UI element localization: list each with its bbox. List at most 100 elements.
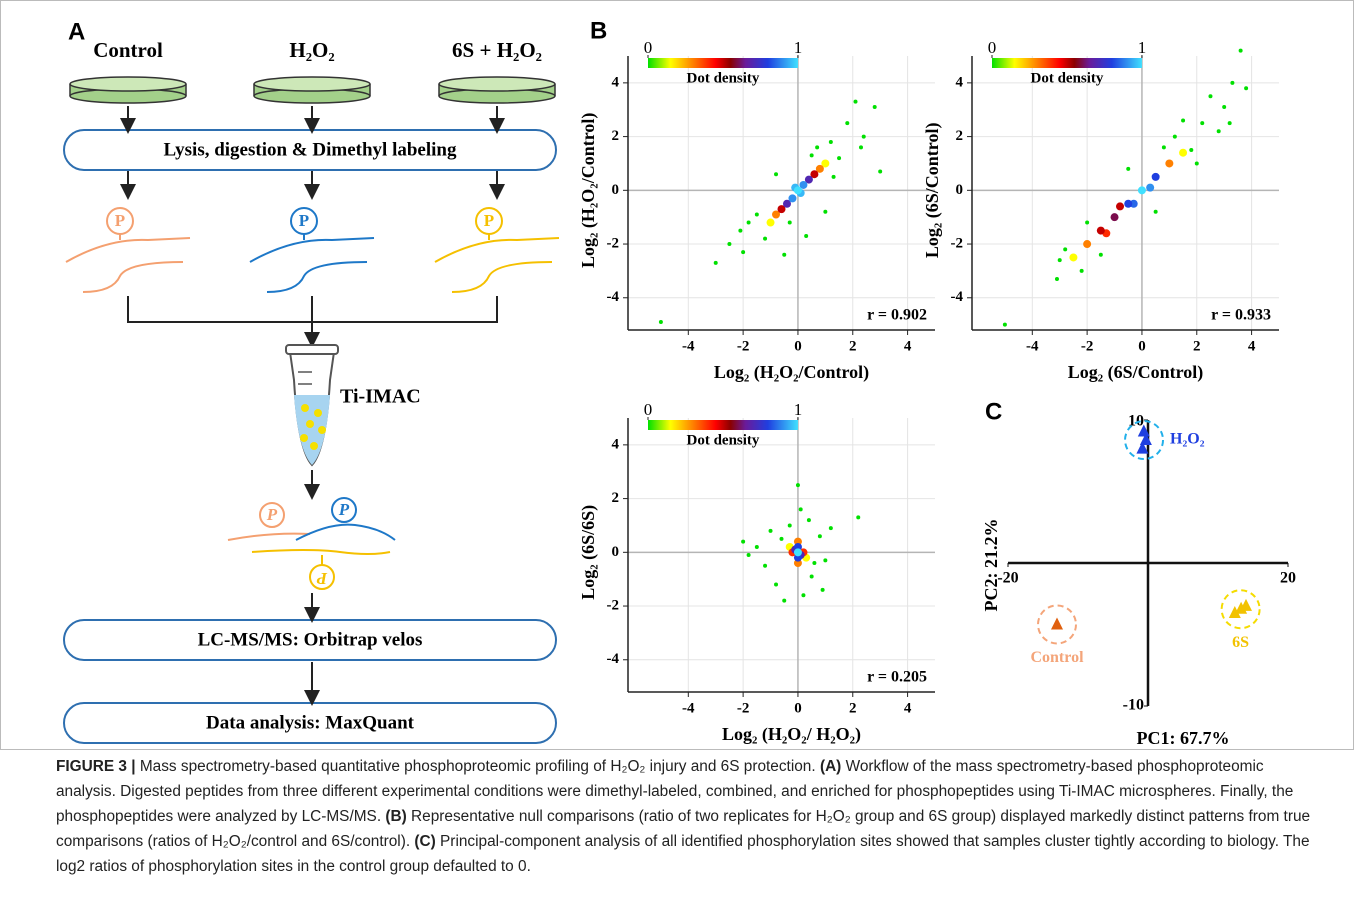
peptide (251, 549, 391, 555)
caption: FIGURE 3 | Mass spectrometry-based quant… (56, 754, 1318, 879)
point (1208, 94, 1213, 99)
point (815, 145, 820, 150)
point (1079, 268, 1084, 273)
y-tick-label: 4 (956, 74, 964, 90)
point (804, 233, 809, 238)
y-tick-label: -2 (607, 597, 620, 613)
point (1151, 172, 1160, 181)
y-axis-title: PC2: 21.2% (981, 519, 1001, 612)
point (1165, 159, 1174, 168)
point (1240, 598, 1252, 611)
x-tick-label: -2 (737, 700, 750, 716)
point (1216, 129, 1221, 134)
caption-text: Mass spectrometry-based quantitative pho… (139, 758, 816, 775)
cluster-ring (1124, 420, 1165, 461)
point (823, 209, 828, 214)
peptide (227, 532, 311, 541)
point (1200, 121, 1205, 126)
x-tick-label: 0 (794, 700, 802, 716)
figure: A B C Control H₂O₂ 6S + H₂O₂ Lysis, dige… (0, 0, 1354, 750)
y-axis-title: Log₂ (6S/6S) (578, 505, 599, 600)
point (1137, 186, 1146, 195)
condition: Control (93, 38, 163, 62)
point (1054, 276, 1059, 281)
colorbar-label: Dot density (1031, 70, 1104, 86)
y-tick-label: 2 (612, 490, 620, 506)
point (1227, 121, 1232, 126)
x-tick-label: -4 (682, 700, 695, 716)
point (1153, 209, 1158, 214)
phospho-label: P (484, 211, 494, 230)
dish-top (69, 76, 187, 92)
colorbar (648, 58, 798, 68)
point (787, 220, 792, 225)
point (828, 139, 833, 144)
point (856, 515, 861, 520)
step: Lysis, digestion & Dimethyl labeling (164, 139, 457, 160)
annotation: r = 0.902 (867, 307, 927, 324)
x-tick-label: -4 (1026, 338, 1039, 354)
point (878, 169, 883, 174)
point (1238, 48, 1243, 53)
step: Data analysis: MaxQuant (206, 712, 415, 733)
point (746, 553, 751, 557)
point (845, 121, 850, 126)
point (1085, 220, 1090, 225)
phospho-site (290, 207, 318, 235)
phospho-label: P (115, 211, 125, 230)
point (1126, 166, 1131, 171)
point (782, 598, 787, 603)
point (804, 175, 813, 184)
point (1083, 240, 1092, 249)
point (812, 561, 817, 566)
point (1096, 226, 1105, 235)
x-tick-label: -2 (1081, 338, 1094, 354)
point (1051, 617, 1063, 630)
y-tick-label: 4 (612, 74, 620, 90)
caption-text: Workflow of the mass spectrometry-based … (56, 758, 1294, 825)
point (831, 174, 836, 179)
point (1139, 433, 1152, 446)
colorbar-tick-label: 0 (988, 38, 997, 57)
point (1244, 86, 1249, 91)
phospho-label: P (299, 211, 309, 230)
point (815, 164, 824, 173)
x-tick-label: 4 (1248, 338, 1256, 354)
x-axis-title: PC1: 67.7% (1137, 728, 1230, 748)
phospho-label: P (338, 500, 350, 519)
point (782, 199, 791, 208)
point (809, 153, 814, 158)
y-tick-label: -4 (607, 289, 620, 305)
point (768, 528, 773, 533)
point (1181, 118, 1186, 123)
colorbar-tick-label: 1 (794, 400, 803, 419)
panel-label: C (985, 398, 1002, 425)
y-tick-label: -4 (951, 289, 964, 305)
point (1172, 134, 1177, 139)
x-tick-label: 2 (849, 700, 857, 716)
point (727, 242, 732, 247)
point (799, 180, 808, 189)
colorbar-tick-label: 1 (794, 38, 803, 57)
point (1146, 183, 1155, 192)
point (872, 105, 877, 110)
colorbar (992, 58, 1142, 68)
point (1063, 247, 1068, 252)
y-tick-label: 0 (612, 544, 620, 560)
x-tick-label: 0 (1138, 338, 1146, 354)
y-tick-label: 2 (956, 128, 964, 144)
phospho-site (331, 497, 357, 523)
x-tick-label: -20 (997, 570, 1018, 587)
point (1137, 424, 1150, 437)
step: LC-MS/MS: Orbitrap velos (198, 629, 423, 650)
point (741, 539, 746, 544)
y-tick-label: 0 (612, 182, 620, 198)
x-tick-label: 0 (794, 338, 802, 354)
point (858, 145, 863, 150)
point (1116, 202, 1125, 211)
cluster-ring (1220, 589, 1261, 630)
y-tick-label: -10 (1123, 697, 1144, 714)
point (754, 212, 759, 217)
y-tick-label: -2 (607, 235, 620, 251)
